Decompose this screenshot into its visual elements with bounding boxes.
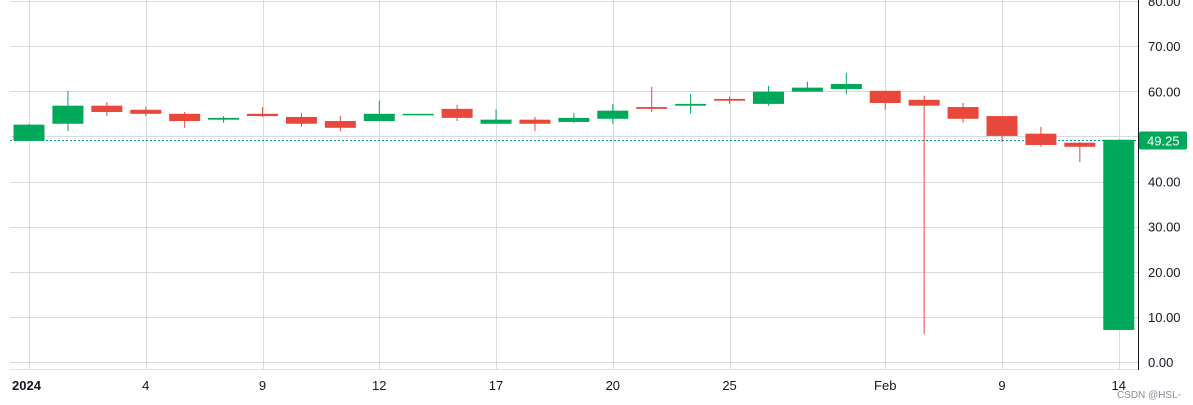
candle [52, 90, 84, 131]
candle [208, 116, 240, 123]
watermark: CSDN @HSL- [1116, 390, 1181, 401]
candle [597, 103, 629, 124]
y-tick-label: 30.00 [1148, 220, 1181, 235]
x-tick-label: 9 [998, 378, 1005, 393]
candle [13, 123, 45, 141]
x-tick-label: 9 [259, 378, 266, 393]
y-tick-label: 80.00 [1148, 0, 1181, 9]
x-axis: 2024 4 9 12 17 20 25 Feb 9 14 [12, 378, 1126, 393]
x-tick-label: 2024 [12, 378, 42, 393]
x-tick-label: 14 [1112, 378, 1126, 393]
candle [441, 104, 473, 122]
candle [1064, 141, 1096, 163]
svg-text:49.25: 49.25 [1147, 134, 1180, 149]
x-tick-label: 20 [606, 378, 620, 393]
candle [169, 112, 201, 128]
candle [91, 102, 123, 117]
last-price-label: 49.25 [1139, 131, 1187, 150]
candle [714, 96, 746, 104]
x-tick-label: 17 [489, 378, 503, 393]
x-tick-label: Feb [874, 378, 896, 393]
candle [908, 95, 940, 335]
candle [869, 90, 901, 110]
candle [519, 116, 551, 131]
candle [324, 116, 356, 131]
candle [363, 100, 395, 122]
y-tick-label: 20.00 [1148, 265, 1181, 280]
candle [130, 107, 162, 117]
candle [1103, 139, 1135, 330]
candle [791, 81, 823, 92]
candle [830, 72, 862, 94]
candle [247, 107, 279, 117]
y-tick-label: 60.00 [1148, 84, 1181, 99]
grid-lines [10, 0, 1138, 370]
y-tick-label: 40.00 [1148, 175, 1181, 190]
candle [1025, 126, 1057, 147]
candle [285, 112, 317, 127]
candle [675, 93, 707, 114]
candle [402, 113, 434, 116]
y-axis: 0.00 10.00 20.00 30.00 40.00 60.00 70.00 80.00 [1148, 0, 1181, 370]
candle [558, 112, 590, 123]
y-tick-label: 0.00 [1148, 355, 1173, 370]
x-tick-label: 25 [722, 378, 736, 393]
candle [986, 116, 1018, 142]
candle [947, 102, 979, 123]
y-tick-label: 70.00 [1148, 39, 1181, 54]
candles [13, 72, 1135, 335]
x-tick-label: 12 [372, 378, 386, 393]
candle [636, 86, 668, 113]
x-tick-label: 4 [142, 378, 149, 393]
candle [480, 109, 512, 124]
candle [752, 85, 784, 106]
y-tick-label: 10.00 [1148, 310, 1181, 325]
